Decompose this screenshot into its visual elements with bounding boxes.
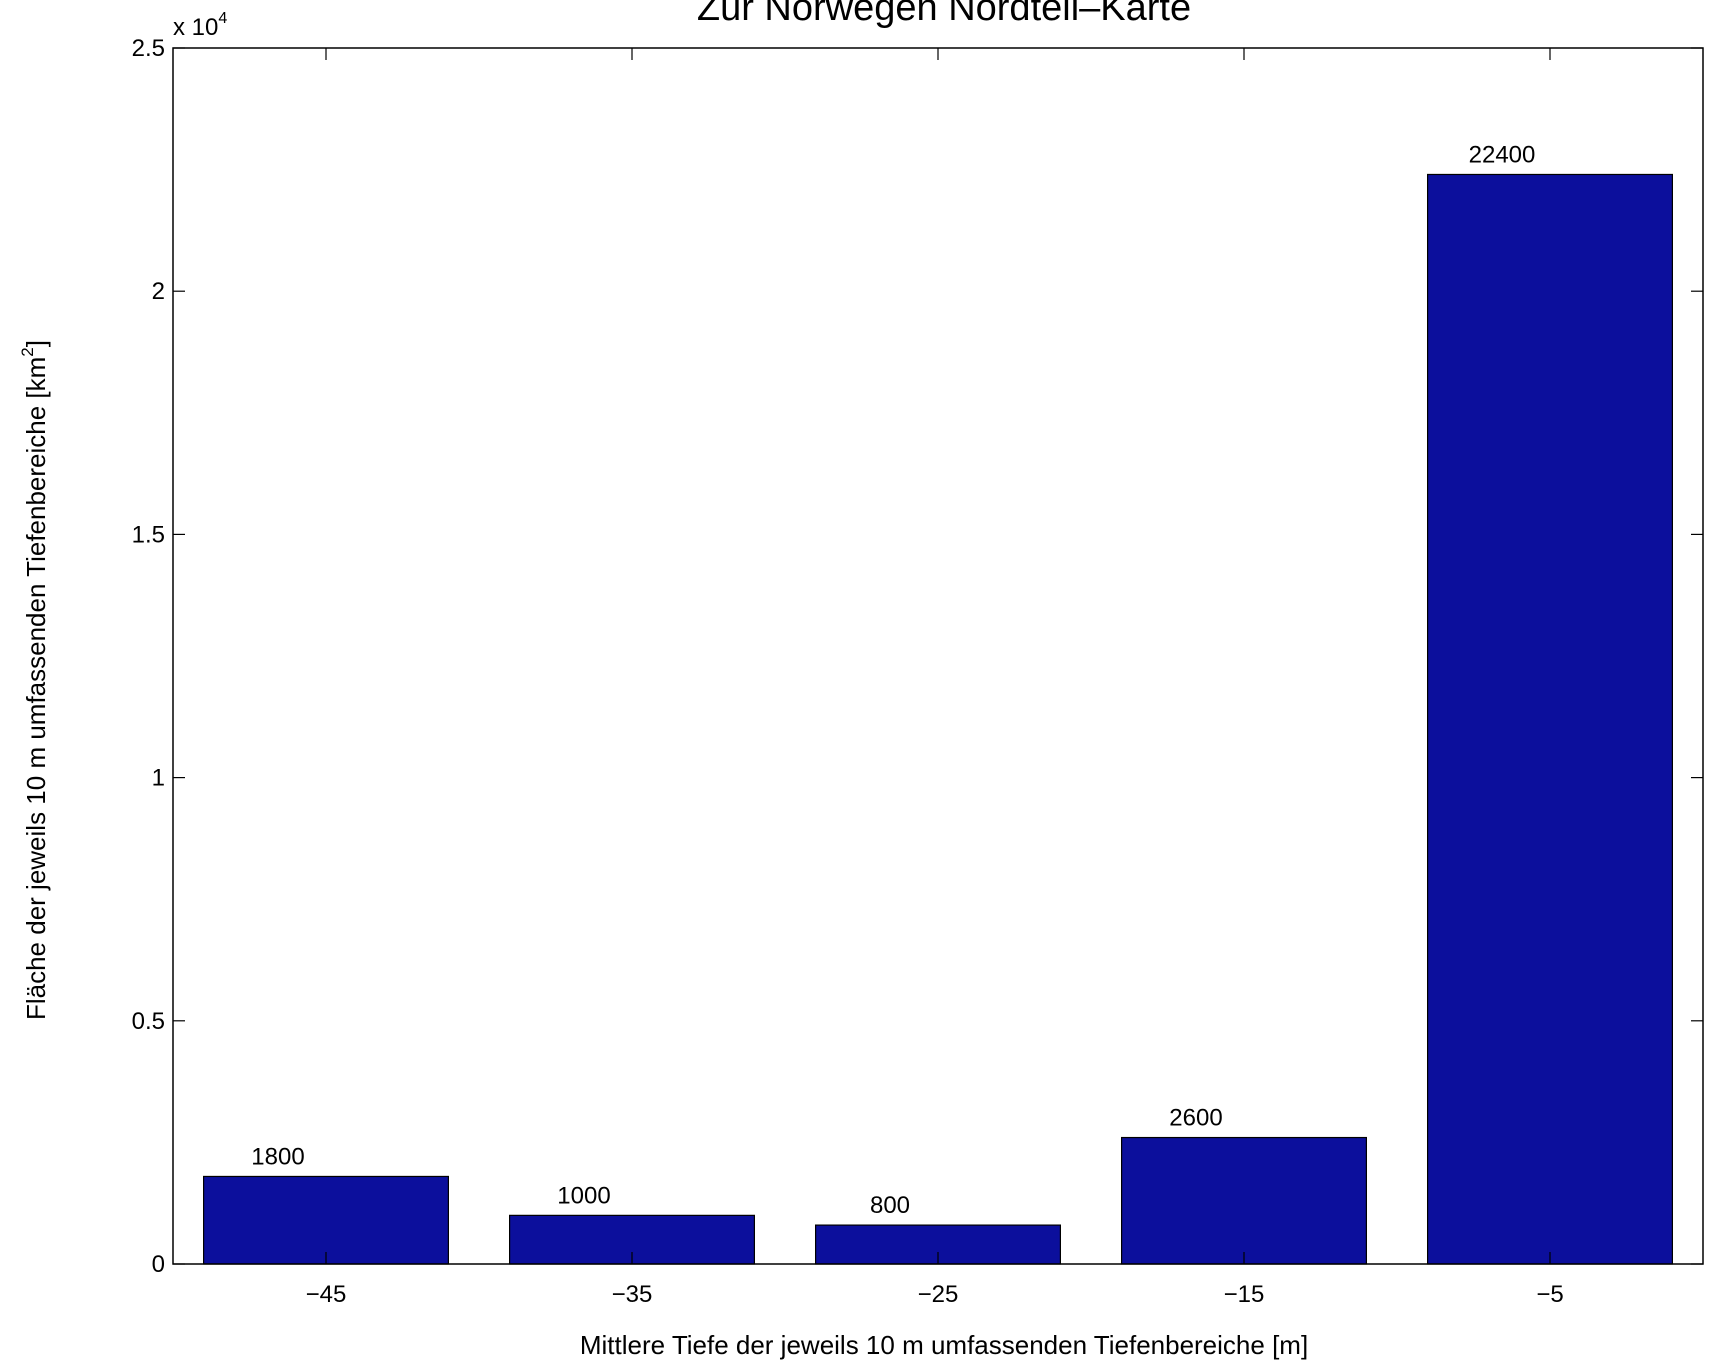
y-axis-label: Fläche der jeweils 10 m umfassenden Tief… <box>18 340 51 1020</box>
y-tick-label-5: 2.5 <box>132 35 165 62</box>
data-labels-group: 1800 1000 800 2600 22400 <box>251 141 1535 1219</box>
ticks-group <box>173 47 1703 1265</box>
x-tick-label-1: −35 <box>612 1281 653 1308</box>
bar-3 <box>1120 1136 1367 1265</box>
bar-0 <box>203 1175 450 1265</box>
y-tick-label-0: 0 <box>152 1251 165 1278</box>
x-tick-label-4: −5 <box>1536 1281 1563 1308</box>
y-tick-label-3: 1.5 <box>132 521 165 548</box>
x-tick-labels-group: −45 −35 −25 −15 −5 <box>306 1281 1564 1308</box>
x-tick-label-0: −45 <box>306 1281 347 1308</box>
data-label-3: 2600 <box>1169 1105 1222 1132</box>
data-label-2: 800 <box>870 1192 910 1219</box>
y-multiplier-exponent: 4 <box>218 10 227 27</box>
chart-title: Zur Norwegen Nordteil–Karte <box>697 0 1191 29</box>
x-axis-label: Mittlere Tiefe der jeweils 10 m umfassen… <box>580 1330 1308 1360</box>
bar-4 <box>1426 173 1673 1265</box>
x-tick-label-3: −15 <box>1224 1281 1265 1308</box>
bars-group <box>203 173 1673 1265</box>
x-tick-label-2: −25 <box>918 1281 959 1308</box>
y-multiplier-base: x 10 <box>173 14 218 41</box>
data-label-1: 1000 <box>557 1182 610 1209</box>
y-tick-label-2: 1 <box>152 765 165 792</box>
y-axis-multiplier: x 104 <box>173 10 227 41</box>
y-tick-label-1: 0.5 <box>132 1008 165 1035</box>
y-tick-label-4: 2 <box>152 278 165 305</box>
data-label-0: 1800 <box>251 1143 304 1170</box>
y-axis-label-main: Fläche der jeweils 10 m umfassenden Tief… <box>21 357 51 1020</box>
y-tick-labels-group: 0 0.5 1 1.5 2 2.5 <box>132 35 165 1278</box>
data-label-4: 22400 <box>1469 141 1536 168</box>
y-axis-label-end: ] <box>21 340 51 347</box>
y-axis-label-superscript: 2 <box>18 347 37 356</box>
